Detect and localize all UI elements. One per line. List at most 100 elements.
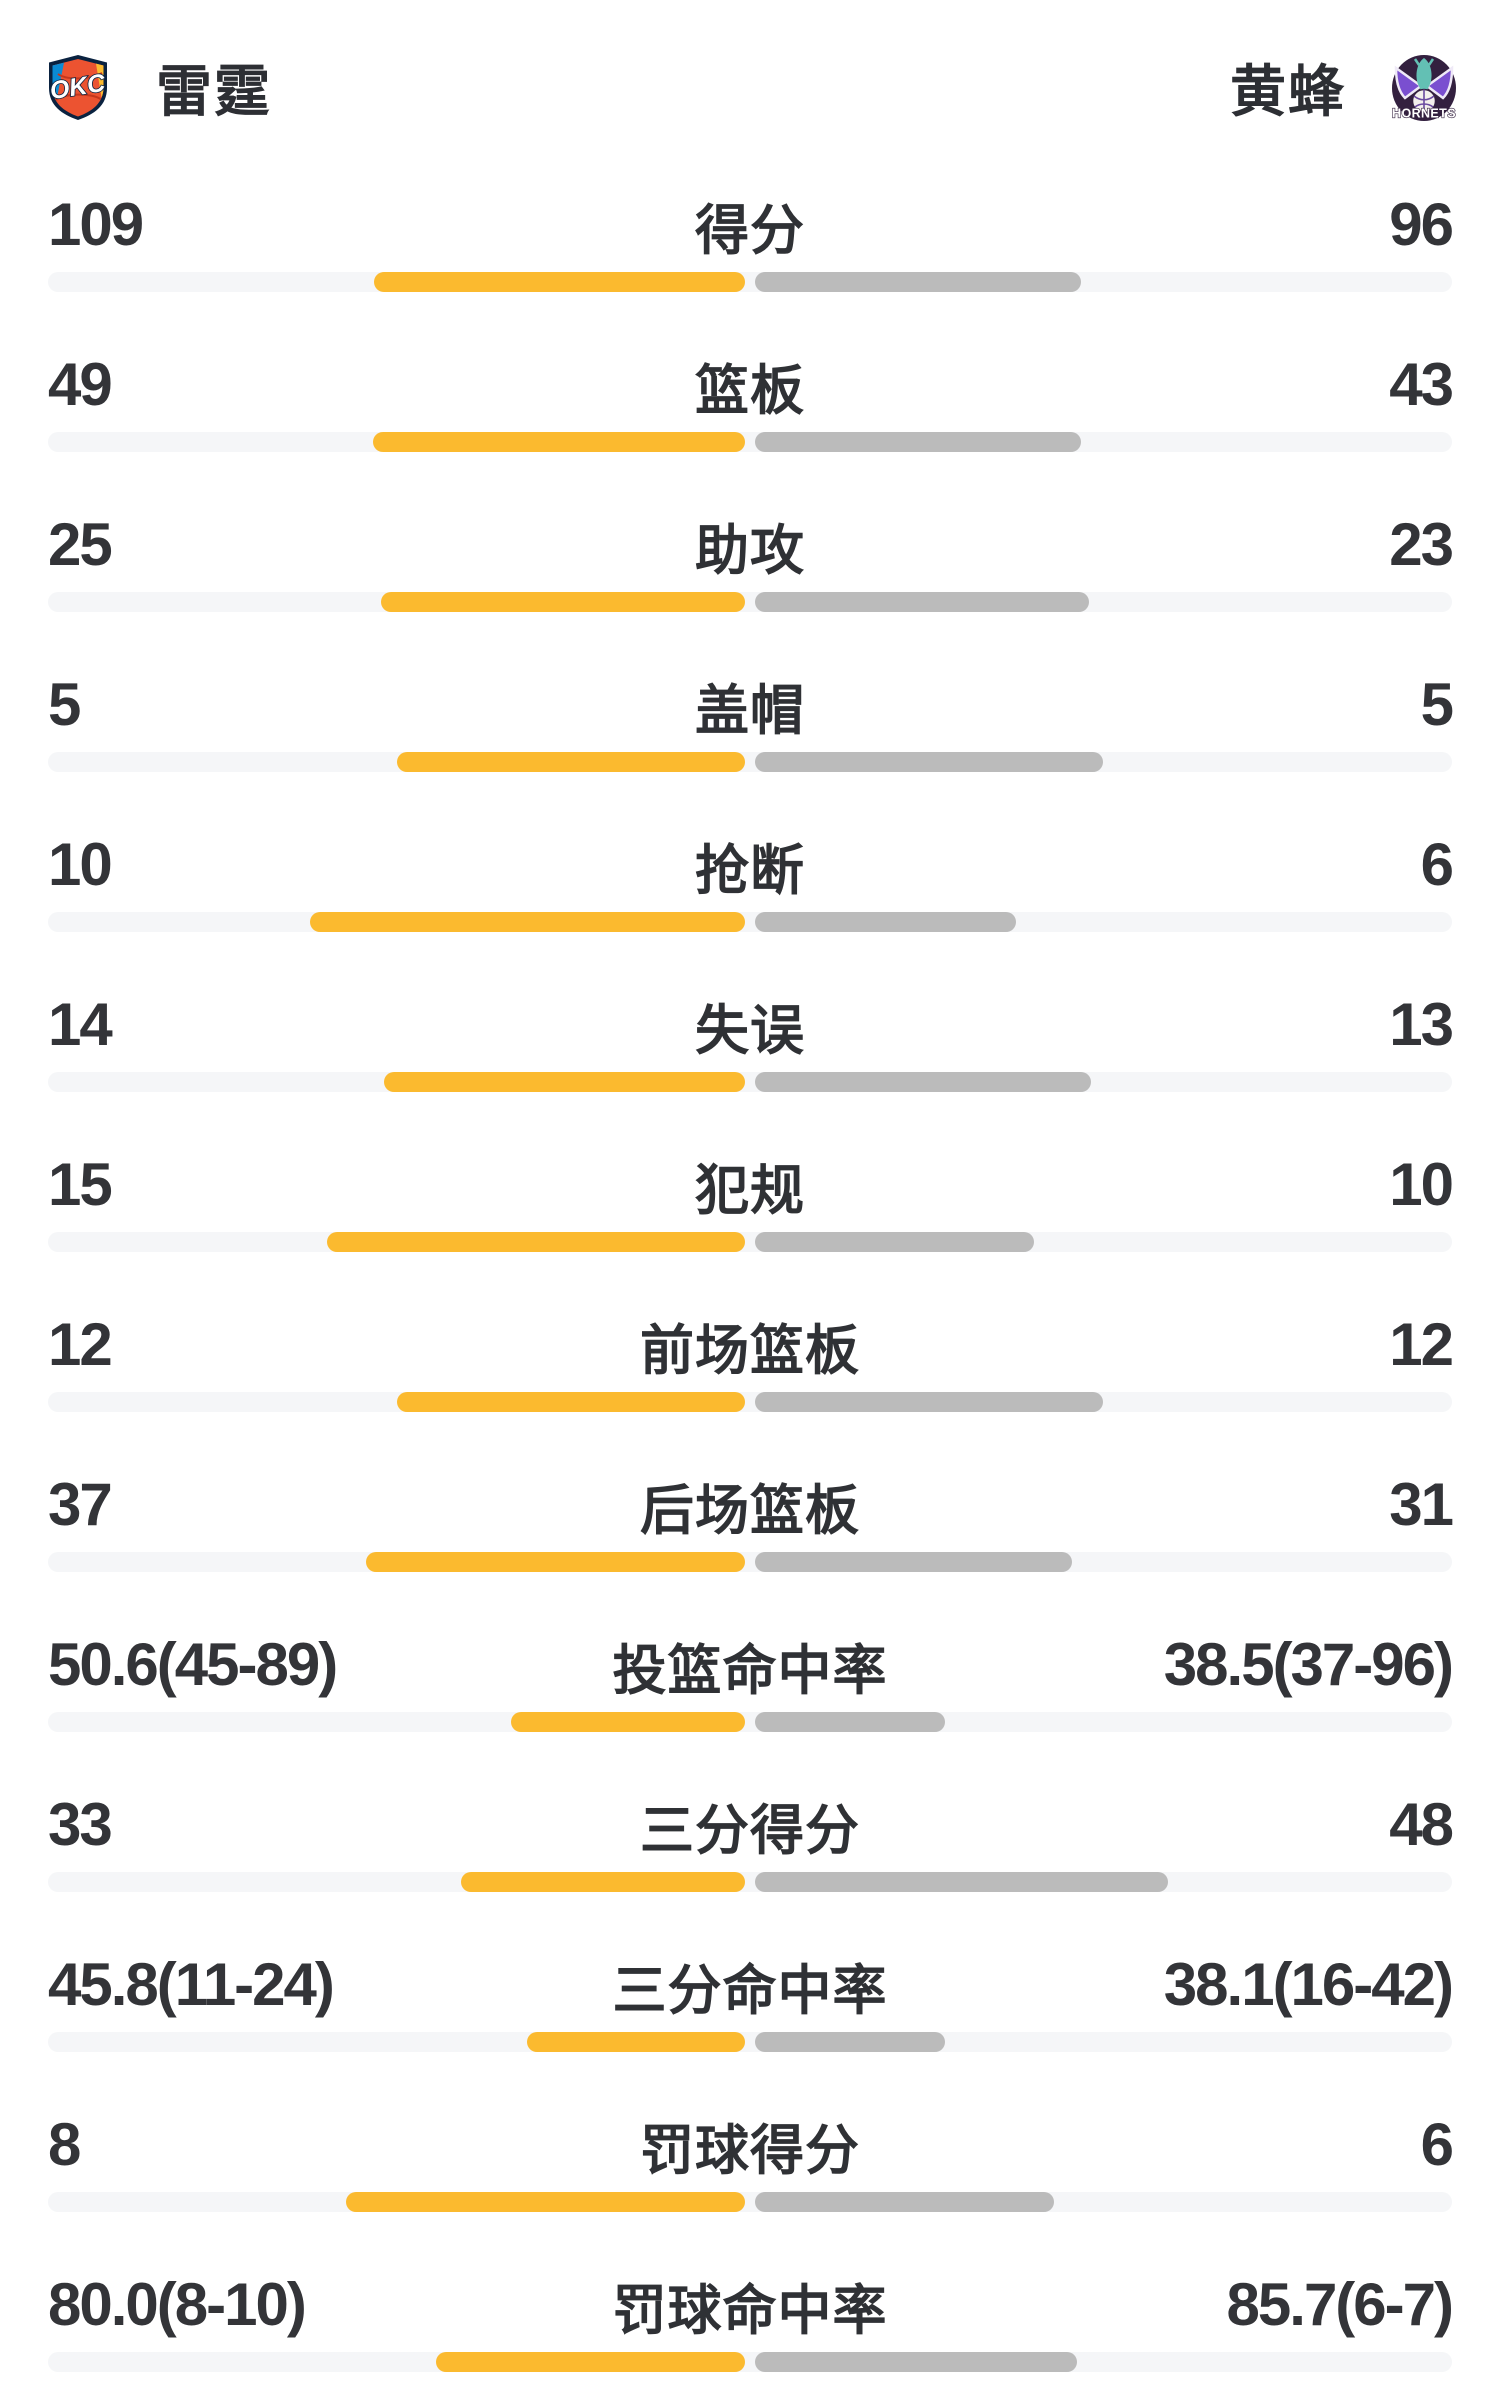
stat-value-right: 85.7(6-7) xyxy=(1226,2271,1454,2338)
stat-bar-right xyxy=(755,1392,1104,1412)
stat-bar-left xyxy=(365,1552,745,1572)
stat-bar-track xyxy=(48,1232,1452,1252)
hornets-logo-text: HORNETS xyxy=(1392,107,1456,121)
stat-label: 助攻 xyxy=(695,520,805,581)
stat-value-left: 14 xyxy=(48,991,113,1058)
stat-values: 80.0(8-10) 罚球命中率 85.7(6-7) xyxy=(48,2271,1454,2341)
stat-value-right: 6 xyxy=(1420,831,1454,898)
stat-row: 37 后场篮板 31 xyxy=(0,1440,1500,1600)
stat-bar-left xyxy=(436,2352,745,2372)
stat-value-right: 10 xyxy=(1389,1151,1454,1218)
stat-bar-track xyxy=(48,272,1452,292)
stat-bar-track xyxy=(48,432,1452,452)
stat-bar-right xyxy=(755,432,1081,452)
stat-bar-left xyxy=(309,912,745,932)
stat-bar-right xyxy=(755,752,1104,772)
stat-bar-left xyxy=(326,1232,745,1252)
stat-bar-track xyxy=(48,1872,1452,1892)
stat-bar-track xyxy=(48,1392,1452,1412)
stat-row: 50.6(45-89) 投篮命中率 38.5(37-96) xyxy=(0,1600,1500,1760)
stat-bar-right xyxy=(755,272,1081,292)
stat-value-right: 38.1(16-42) xyxy=(1163,1951,1454,2018)
stat-label: 后场篮板 xyxy=(640,1480,860,1541)
stat-label: 罚球得分 xyxy=(640,2120,860,2181)
stat-values: 14 失误 13 xyxy=(48,991,1454,1061)
stat-value-right: 96 xyxy=(1389,191,1454,258)
stat-values: 37 后场篮板 31 xyxy=(48,1471,1454,1541)
stat-row: 80.0(8-10) 罚球命中率 85.7(6-7) xyxy=(0,2240,1500,2400)
stat-row: 109 得分 96 xyxy=(0,160,1500,320)
stat-bar-right xyxy=(755,1552,1073,1572)
stat-value-left: 50.6(45-89) xyxy=(48,1631,338,1698)
stat-bar-track xyxy=(48,2032,1452,2052)
stat-label: 犯规 xyxy=(695,1160,805,1221)
stat-row: 10 抢断 6 xyxy=(0,800,1500,960)
stat-row: 45.8(11-24) 三分命中率 38.1(16-42) xyxy=(0,1920,1500,2080)
stat-value-right: 12 xyxy=(1389,1311,1454,1378)
stat-bar-right xyxy=(755,2032,945,2052)
stat-values: 10 抢断 6 xyxy=(48,831,1454,901)
stat-values: 109 得分 96 xyxy=(48,191,1454,261)
stat-value-left: 25 xyxy=(48,511,113,578)
stat-row: 8 罚球得分 6 xyxy=(0,2080,1500,2240)
stat-bar-right xyxy=(755,1232,1035,1252)
stat-bar-left xyxy=(384,1072,745,1092)
stat-row: 15 犯规 10 xyxy=(0,1120,1500,1280)
stat-bar-left xyxy=(396,1392,745,1412)
stat-bar-left xyxy=(374,272,745,292)
team-right: 黄蜂 HORNETS xyxy=(1230,47,1458,128)
stat-label: 抢断 xyxy=(695,840,805,901)
stat-row: 33 三分得分 48 xyxy=(0,1760,1500,1920)
stat-bar-left xyxy=(396,752,745,772)
stat-label: 三分命中率 xyxy=(612,1960,888,2021)
stat-values: 5 盖帽 5 xyxy=(48,671,1454,741)
stat-values: 33 三分得分 48 xyxy=(48,1791,1454,1861)
stat-bar-left xyxy=(527,2032,745,2052)
header: OKC 雷霆 黄蜂 HORNETS xyxy=(0,0,1500,160)
stat-value-left: 33 xyxy=(48,1791,113,1858)
stat-row: 49 篮板 43 xyxy=(0,320,1500,480)
stat-value-right: 23 xyxy=(1389,511,1454,578)
stat-row: 25 助攻 23 xyxy=(0,480,1500,640)
stat-bar-right xyxy=(755,2352,1077,2372)
stat-value-left: 15 xyxy=(48,1151,113,1218)
stat-values: 15 犯规 10 xyxy=(48,1151,1454,1221)
stat-bar-left xyxy=(381,592,745,612)
stat-label: 罚球命中率 xyxy=(612,2280,888,2341)
stat-value-right: 31 xyxy=(1389,1471,1454,1538)
stat-bar-track xyxy=(48,752,1452,772)
stat-values: 25 助攻 23 xyxy=(48,511,1454,581)
stat-label: 篮板 xyxy=(695,360,805,421)
stat-value-left: 10 xyxy=(48,831,113,898)
stat-label: 三分得分 xyxy=(640,1800,860,1861)
stat-bar-track xyxy=(48,2352,1452,2372)
stat-value-right: 38.5(37-96) xyxy=(1163,1631,1454,1698)
stat-value-left: 8 xyxy=(48,2111,81,2178)
stat-value-left: 109 xyxy=(48,191,144,258)
stat-bar-track xyxy=(48,1552,1452,1572)
stat-bar-left xyxy=(346,2192,745,2212)
stat-value-right: 5 xyxy=(1420,671,1454,738)
stat-bar-track xyxy=(48,2192,1452,2212)
stat-value-left: 49 xyxy=(48,351,113,418)
team-left-name: 雷霆 xyxy=(156,59,272,123)
stats-list: 109 得分 96 49 篮板 43 xyxy=(0,160,1500,2400)
stat-label: 前场篮板 xyxy=(640,1320,860,1381)
stat-label: 盖帽 xyxy=(695,680,805,741)
charlotte-hornets-logo: HORNETS xyxy=(1391,55,1456,121)
stat-value-left: 37 xyxy=(48,1471,113,1538)
stat-bar-track xyxy=(48,912,1452,932)
stat-row: 12 前场篮板 12 xyxy=(0,1280,1500,1440)
stat-value-right: 48 xyxy=(1389,1791,1454,1858)
stat-bar-right xyxy=(755,912,1017,932)
stat-value-left: 45.8(11-24) xyxy=(48,1951,335,2018)
okc-thunder-logo: OKC xyxy=(47,53,109,122)
team-right-name: 黄蜂 xyxy=(1230,59,1346,123)
stat-bar-left xyxy=(372,432,745,452)
team-left: OKC 雷霆 xyxy=(44,47,272,128)
stat-bar-right xyxy=(755,1072,1091,1092)
stat-row: 5 盖帽 5 xyxy=(0,640,1500,800)
stat-bar-left xyxy=(510,1712,745,1732)
stat-values: 12 前场篮板 12 xyxy=(48,1311,1454,1381)
